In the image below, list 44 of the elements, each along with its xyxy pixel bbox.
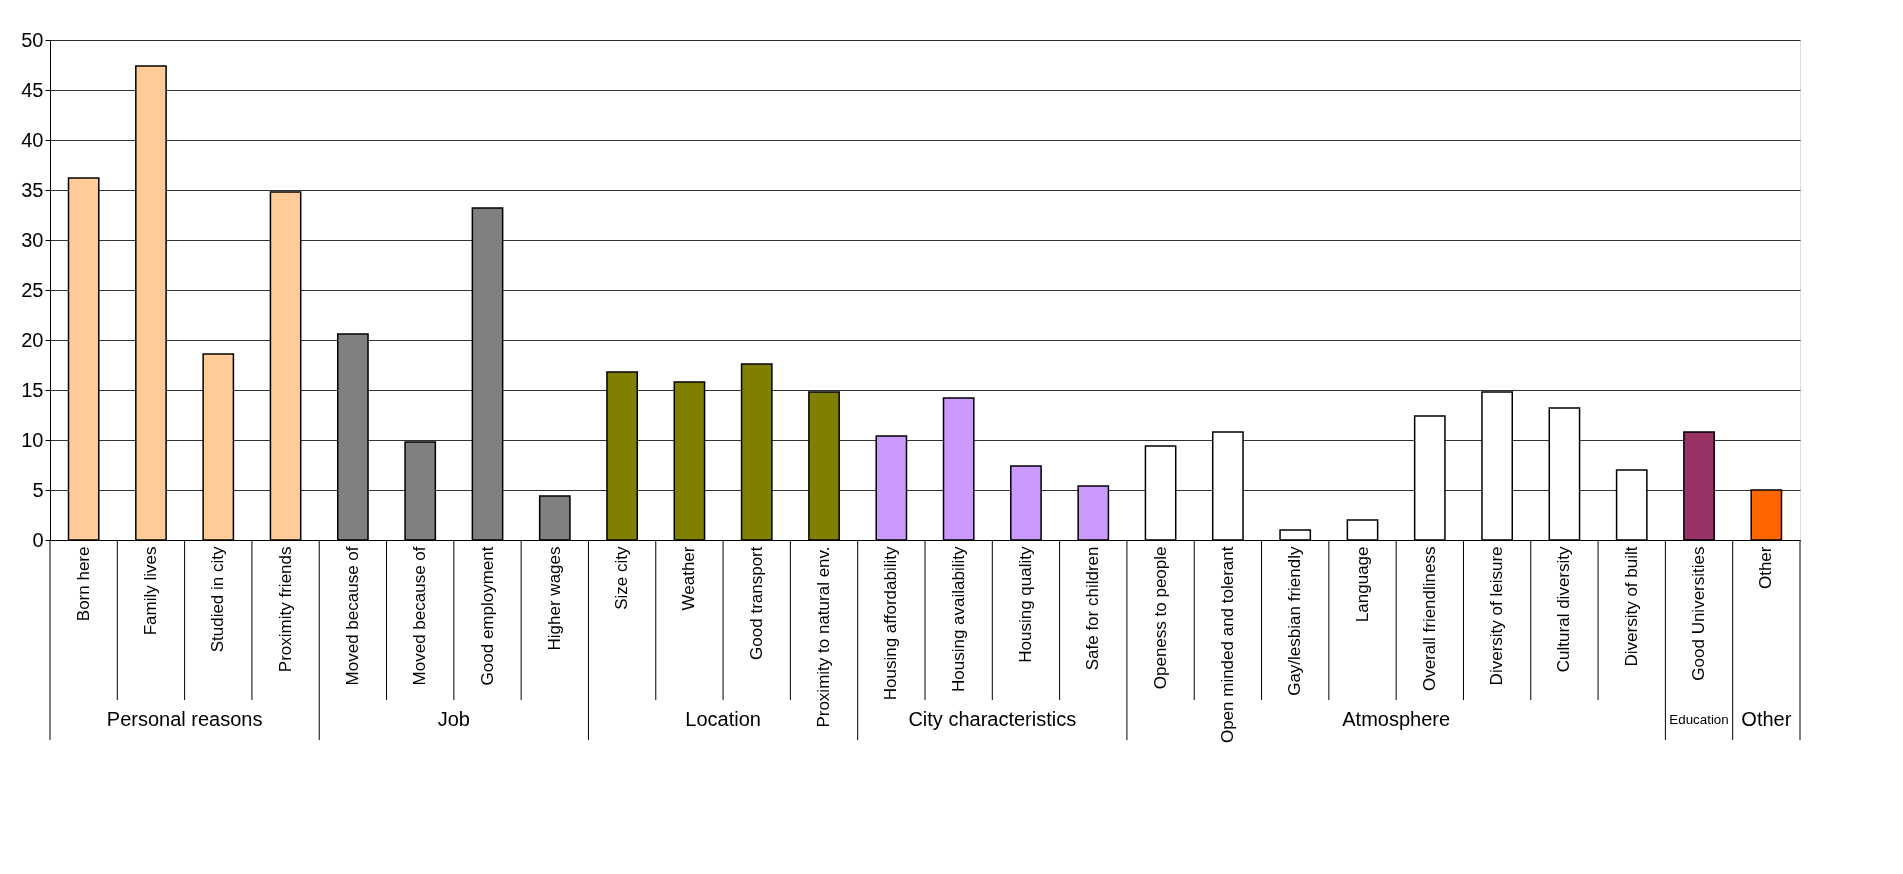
x-tick-label: Open minded and tolerant [1217,546,1237,744]
x-tick-label: Housing availability [948,546,968,693]
y-tick-label: 25 [21,278,44,301]
text: Other [1741,708,1792,730]
x-tick-label: Higher wages [544,546,564,651]
text: Education [1669,712,1729,727]
x-tick-label: Language [1352,546,1372,623]
x-tick-label: Good Universities [1689,546,1709,681]
text: Location [685,708,761,730]
y-tick-label: 10 [21,428,44,451]
x-tick-label: Proximity friends [275,546,295,673]
x-tick-label: Family lives [140,546,160,636]
x-tick-label: Overall friendliness [1419,546,1439,692]
y-tick-label: 30 [21,228,44,251]
x-tick-label: Safe for children [1083,546,1103,671]
text: Job [437,708,470,730]
x-tick-label: Studied in city [208,546,228,653]
text: City characteristics [908,708,1077,730]
y-tick-label: 50 [21,28,44,51]
y-tick-label: 15 [21,378,44,401]
x-tick-label: Born here [73,546,93,622]
x-tick-label: Weather [679,546,699,611]
y-tick-label: 20 [21,328,44,351]
x-tick-label: Housing quality [1015,546,1035,663]
text: Atmosphere [1342,708,1451,730]
x-tick-label: Good employment [477,546,497,686]
x-tick-label: Moved because of [342,546,362,686]
y-tick-label: 40 [21,128,44,151]
x-tick-label: Other [1756,546,1776,590]
x-tick-label: Good transport [746,546,766,660]
y-tick-label: 5 [32,478,44,501]
x-tick-label: Diversity of built [1621,546,1641,667]
y-tick-label: 35 [21,178,44,201]
y-tick-label: 0 [32,528,44,551]
x-tick-label: Proximity to natural env. [814,546,834,728]
x-tick-label: Openess to people [1150,546,1170,690]
x-tick-label: Housing affordability [881,546,901,701]
x-tick-label: Gay/lesbian friendly [1285,546,1305,696]
x-tick-label: Diversity of leisure [1487,546,1507,686]
x-tick-label: Size city [612,546,632,610]
y-tick-label: 45 [21,78,44,101]
text: Personal reasons [106,708,263,730]
x-tick-label: Cultural diversity [1554,546,1574,673]
x-tick-label: Moved because of [410,546,430,686]
